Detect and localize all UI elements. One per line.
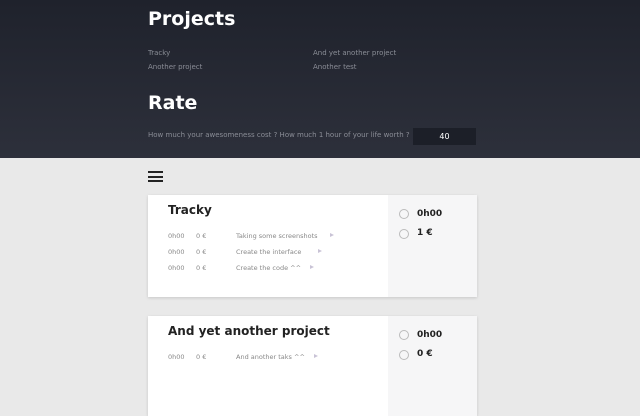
rate-title: Rate <box>148 92 198 114</box>
task-money: 0 € <box>196 232 207 240</box>
play-icon[interactable] <box>329 233 334 237</box>
clock-icon <box>399 330 409 340</box>
play-icon[interactable] <box>318 249 322 253</box>
task-time: 0h00 <box>168 248 185 256</box>
rate-question: How much your awesomeness cost ? How muc… <box>148 131 410 139</box>
project-link[interactable]: Another test <box>313 63 357 71</box>
task-money: 0 € <box>196 264 207 272</box>
header: Projects Tracky And yet another project … <box>0 0 640 158</box>
coin-icon <box>399 229 409 239</box>
card-title: And yet another project <box>168 324 330 338</box>
total-money: 1 € <box>417 228 433 238</box>
play-icon[interactable] <box>310 265 315 269</box>
menu-button[interactable] <box>148 171 163 182</box>
coin-icon <box>399 350 409 360</box>
project-link[interactable]: Another project <box>148 63 203 71</box>
task-name: And another taks ^^ <box>236 353 305 361</box>
rate-input[interactable]: 40 <box>413 128 476 145</box>
play-icon[interactable] <box>314 354 319 358</box>
task-name: Taking some screenshots <box>236 232 318 240</box>
task-money: 0 € <box>196 248 207 256</box>
clock-icon <box>399 209 409 219</box>
total-time: 0h00 <box>417 330 443 340</box>
total-money: 0 € <box>417 349 433 359</box>
project-link[interactable]: And yet another project <box>313 49 397 57</box>
task-time: 0h00 <box>168 353 185 361</box>
task-name: Create the interface <box>236 248 302 256</box>
task-name: Create the code ^^ <box>236 264 302 272</box>
task-time: 0h00 <box>168 264 185 272</box>
project-card: And yet another project 0h00 0 € And anothe… <box>148 316 477 416</box>
task-time: 0h00 <box>168 232 185 240</box>
total-time: 0h00 <box>417 209 443 219</box>
project-link[interactable]: Tracky <box>148 49 171 57</box>
projects-title: Projects <box>148 8 236 30</box>
project-card: Tracky 0h00 0 € Taking some screenshots 0h00… <box>148 195 477 297</box>
card-title: Tracky <box>168 203 212 217</box>
task-money: 0 € <box>196 353 207 361</box>
